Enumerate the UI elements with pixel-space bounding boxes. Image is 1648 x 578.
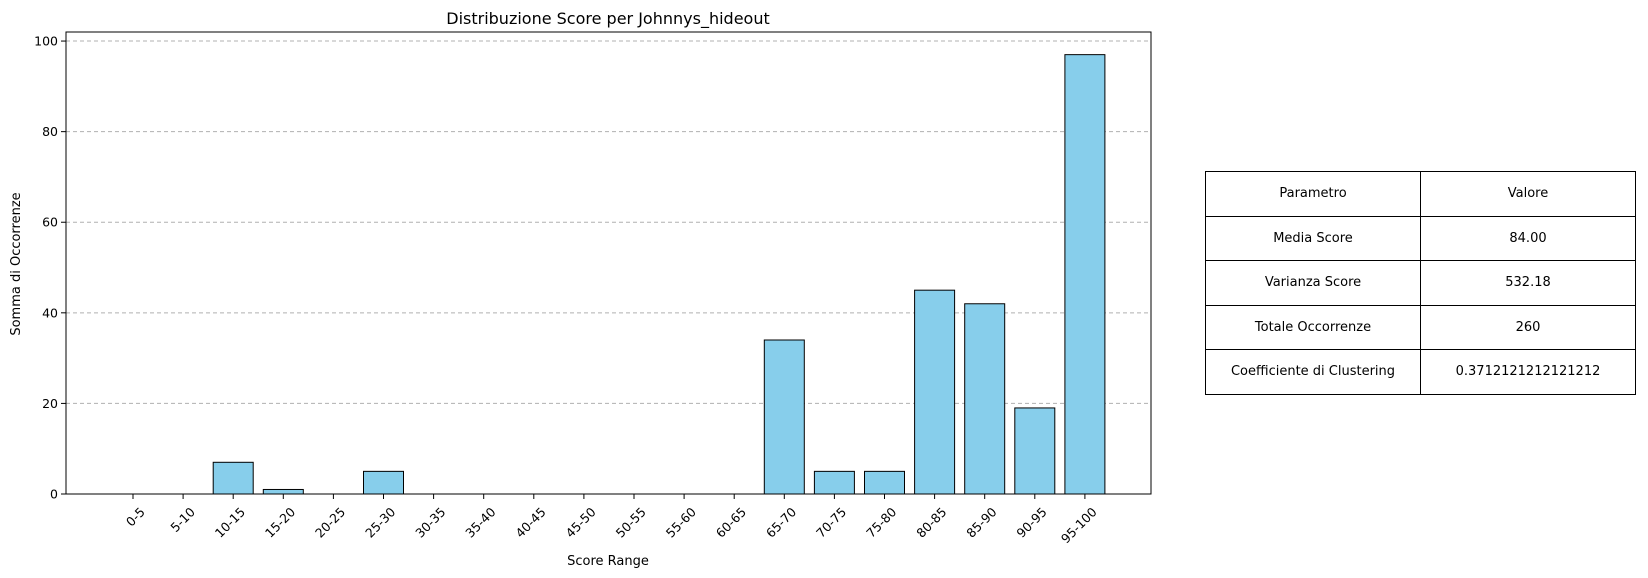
value-cell: 84.00 <box>1420 215 1636 261</box>
x-tick-label: 35-40 <box>462 504 498 540</box>
y-tick-label: 100 <box>34 34 58 49</box>
param-cell: Parametro <box>1205 171 1421 217</box>
y-tick-label: 80 <box>42 124 58 139</box>
value-cell: 0.3712121212121212 <box>1420 349 1636 395</box>
bar-95-100 <box>1064 54 1106 495</box>
param-cell: Coefficiente di Clustering <box>1205 349 1421 395</box>
y-ticks: 0 20 40 60 80 100 <box>34 34 66 502</box>
bar-70-75 <box>813 470 855 495</box>
param-cell: Varianza Score <box>1205 260 1421 306</box>
bar-15-20 <box>262 488 304 495</box>
x-tick-label: 95-100 <box>1058 504 1100 546</box>
y-tick-label: 60 <box>42 215 58 230</box>
x-tick-label: 40-45 <box>512 504 548 540</box>
plot-frame <box>65 31 1152 495</box>
bars <box>212 54 1106 495</box>
bar-90-95 <box>1014 407 1056 495</box>
table-header-row: Parametro Valore <box>1205 171 1636 217</box>
x-tick-label: 30-35 <box>412 504 448 540</box>
x-tick-label: 80-85 <box>913 504 949 540</box>
bar-10-15 <box>212 461 254 495</box>
table-row: Media Score 84.00 <box>1205 215 1636 261</box>
x-tick-label: 90-95 <box>1013 504 1049 540</box>
param-cell: Totale Occorrenze <box>1205 304 1421 350</box>
table-row: Totale Occorrenze 260 <box>1205 304 1636 350</box>
x-axis-label: Score Range <box>567 554 649 569</box>
x-tick-label: 75-80 <box>863 504 899 540</box>
bar-65-70 <box>763 339 805 495</box>
table-row: Coefficiente di Clustering 0.371212121212… <box>1205 349 1636 395</box>
value-cell: Valore <box>1420 171 1636 217</box>
bar-75-80 <box>864 470 905 495</box>
x-tick-label: 20-25 <box>312 504 348 540</box>
x-tick-label: 0-5 <box>123 504 148 529</box>
x-ticks: 0-5 5-10 10-15 15-20 20-25 25-30 30-35 35-40 40-… <box>123 494 1100 546</box>
y-tick-label: 40 <box>42 305 58 320</box>
x-tick-label: 50-55 <box>613 504 649 540</box>
x-tick-label: 5-10 <box>167 504 198 535</box>
table-row: Varianza Score 532.18 <box>1205 260 1636 306</box>
x-tick-label: 65-70 <box>763 504 799 540</box>
x-tick-label: 55-60 <box>663 504 699 540</box>
x-tick-label: 45-50 <box>563 504 599 540</box>
x-tick-label: 60-65 <box>713 504 749 540</box>
stats-table: Parametro Valore Media Score 84.00 Varianza … <box>1205 171 1636 395</box>
x-tick-label: 70-75 <box>813 504 849 540</box>
x-tick-label: 85-90 <box>963 504 999 540</box>
value-cell: 260 <box>1420 304 1636 350</box>
y-tick-label: 20 <box>42 396 58 411</box>
value-cell: 532.18 <box>1420 260 1636 306</box>
chart-title: Distribuzione Score per Johnnys_hideout <box>446 9 769 29</box>
param-cell: Media Score <box>1205 215 1421 261</box>
bar-80-85 <box>914 289 956 495</box>
x-tick-label: 25-30 <box>362 504 398 540</box>
bar-85-90 <box>964 303 1006 495</box>
x-tick-label: 10-15 <box>212 504 248 540</box>
x-tick-label: 15-20 <box>262 504 298 540</box>
y-axis-label: Somma di Occorrenze <box>9 192 24 335</box>
bar-25-30 <box>363 470 404 495</box>
y-tick-label: 0 <box>50 487 58 502</box>
